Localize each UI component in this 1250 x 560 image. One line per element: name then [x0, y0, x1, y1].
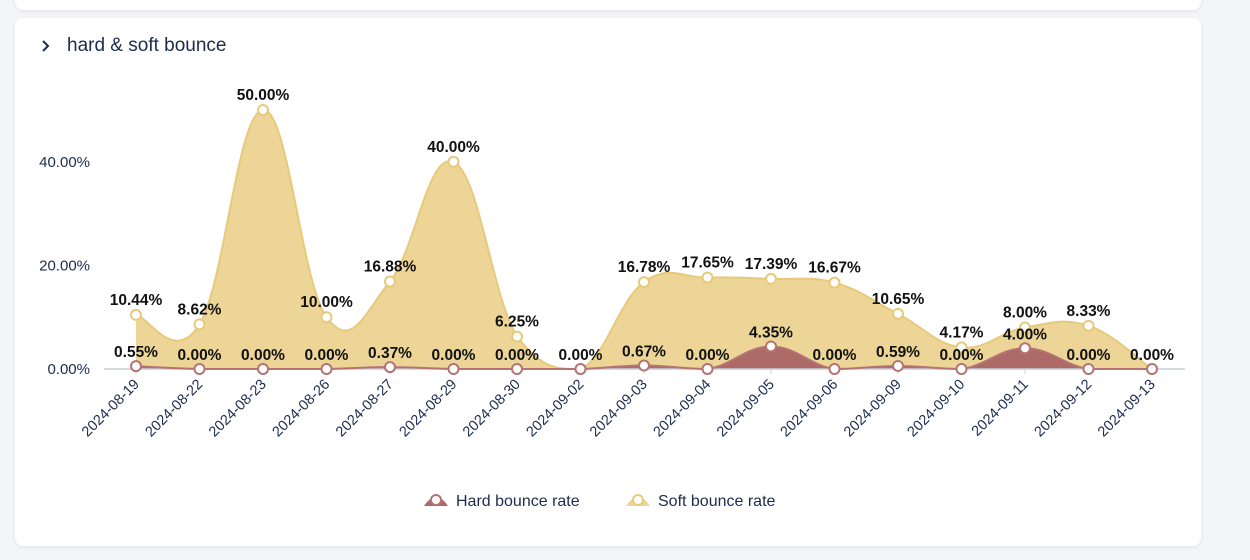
soft-bounce-data-label: 40.00% — [427, 139, 480, 156]
soft-bounce-data-label: 16.78% — [618, 259, 671, 276]
soft-bounce-data-label: 17.65% — [681, 255, 734, 272]
hard-bounce-point[interactable] — [638, 359, 650, 372]
soft-bounce-point[interactable] — [892, 307, 904, 320]
soft-bounce-point[interactable] — [447, 155, 460, 168]
soft-bounce-point[interactable] — [193, 318, 206, 331]
soft-bounce-point[interactable] — [1019, 321, 1031, 334]
hard-bounce-data-label: 0.00% — [178, 347, 222, 364]
hard-bounce-point[interactable] — [1082, 363, 1095, 375]
soft-bounce-point[interactable] — [1082, 319, 1095, 332]
soft-bounce-point[interactable] — [511, 330, 523, 343]
hard-bounce-data-label: 0.00% — [1067, 347, 1111, 364]
hard-bounce-point[interactable] — [320, 363, 333, 375]
soft-bounce-data-label: 10.44% — [110, 292, 163, 309]
hard-bounce-point[interactable] — [892, 359, 904, 372]
hard-bounce-data-label: 4.35% — [749, 324, 793, 341]
hard-bounce-point[interactable] — [257, 363, 269, 375]
x-tick-label: 2024-09-13 — [1095, 377, 1159, 441]
soft-bounce-data-label: 8.33% — [1067, 303, 1111, 320]
hard-bounce-data-label: 0.37% — [368, 345, 412, 362]
soft-bounce-area — [136, 109, 1152, 369]
legend-soft-bounce-label[interactable]: Soft bounce rate — [658, 493, 776, 510]
hard-bounce-line — [135, 345, 1152, 371]
soft-bounce-point[interactable] — [257, 104, 269, 116]
soft-bounce-point[interactable] — [384, 275, 396, 288]
hard-bounce-point[interactable] — [1146, 363, 1158, 375]
hard-bounce-point[interactable] — [384, 361, 396, 374]
x-tick-label: 2024-08-27 — [333, 377, 397, 441]
soft-bounce-point[interactable] — [955, 341, 968, 354]
hard-bounce-point[interactable] — [130, 360, 142, 373]
soft-bounce-point[interactable] — [701, 271, 714, 284]
bounce-card: hard & soft bounce — [15, 18, 1201, 546]
legend-hard-bounce-marker — [430, 494, 442, 506]
soft-bounce-data-label: 17.39% — [745, 256, 798, 273]
hard-bounce-point[interactable] — [828, 363, 841, 375]
hard-bounce-point[interactable] — [701, 363, 714, 375]
soft-bounce-data-label: 4.17% — [940, 324, 984, 341]
x-tick-label: 2024-08-30 — [460, 377, 524, 441]
hard-bounce-data-label: 0.00% — [495, 347, 539, 364]
hard-bounce-point[interactable] — [511, 363, 523, 375]
x-tick-label: 2024-09-06 — [778, 377, 842, 441]
hard-bounce-point[interactable] — [765, 340, 777, 353]
x-tick-label: 2024-08-23 — [206, 377, 270, 441]
soft-bounce-point[interactable] — [828, 276, 841, 289]
x-tick-label: 2024-09-11 — [969, 377, 1032, 440]
soft-bounce-point[interactable] — [320, 311, 333, 324]
card-title: hard & soft bounce — [67, 35, 227, 56]
hard-bounce-data-label: 0.00% — [241, 347, 285, 364]
x-tick-label: 2024-09-09 — [841, 377, 905, 441]
soft-bounce-data-label: 6.25% — [495, 314, 539, 331]
x-tick-label: 2024-09-12 — [1032, 377, 1096, 441]
x-tick-label: 2024-08-29 — [397, 377, 461, 441]
x-tick-label: 2024-08-22 — [143, 377, 207, 441]
x-tick-label: 2024-09-05 — [714, 377, 778, 441]
hard-bounce-data-label: 0.00% — [305, 347, 349, 364]
soft-bounce-data-label: 16.88% — [364, 259, 417, 276]
soft-bounce-data-label: 10.65% — [872, 291, 925, 308]
x-tick-label: 2024-09-04 — [651, 377, 715, 441]
legend-hard-bounce-label[interactable]: Hard bounce rate — [456, 493, 580, 510]
legend-soft-bounce-marker — [632, 494, 644, 506]
chevron-right-icon — [39, 39, 53, 53]
soft-bounce-data-label: 16.67% — [808, 260, 861, 277]
hard-bounce-data-label: 0.59% — [876, 344, 920, 361]
x-tick-label: 2024-08-26 — [270, 377, 334, 441]
x-tick-label: 2024-09-02 — [524, 377, 588, 441]
hard-bounce-data-label: 0.55% — [114, 344, 158, 361]
hard-bounce-data-label: 4.00% — [1003, 326, 1047, 343]
soft-bounce-data-label: 10.00% — [300, 294, 353, 311]
previous-card — [15, 0, 1201, 10]
hard-bounce-point[interactable] — [574, 363, 587, 375]
hard-bounce-area — [136, 346, 1152, 369]
y-tick-label: 0.00% — [47, 361, 90, 378]
y-tick-label: 20.00% — [39, 257, 90, 274]
hard-bounce-point[interactable] — [1019, 342, 1031, 355]
soft-bounce-point[interactable] — [765, 272, 777, 285]
hard-bounce-data-label: 0.00% — [940, 347, 984, 364]
soft-bounce-point[interactable] — [130, 308, 142, 321]
hard-bounce-data-label: 0.00% — [686, 347, 730, 364]
soft-bounce-data-label: 50.00% — [237, 87, 290, 104]
hard-bounce-data-label: 0.00% — [1130, 347, 1174, 364]
soft-bounce-point[interactable] — [638, 276, 650, 289]
soft-bounce-data-label: 8.00% — [1003, 305, 1047, 322]
x-tick-label: 2024-08-19 — [79, 377, 143, 441]
hard-bounce-data-label: 0.67% — [622, 344, 666, 361]
hard-bounce-point[interactable] — [447, 363, 460, 375]
hard-bounce-data-label: 0.00% — [813, 347, 857, 364]
hard-bounce-data-label: 0.00% — [559, 347, 603, 364]
y-tick-label: 40.00% — [39, 154, 90, 171]
x-tick-label: 2024-09-03 — [587, 377, 651, 441]
x-tick-label: 2024-09-10 — [905, 377, 969, 441]
soft-bounce-data-label: 8.62% — [178, 301, 222, 318]
card-header-toggle[interactable]: hard & soft bounce — [39, 32, 227, 60]
hard-bounce-point[interactable] — [955, 363, 968, 375]
hard-bounce-point[interactable] — [193, 363, 206, 375]
hard-bounce-data-label: 0.00% — [432, 347, 476, 364]
